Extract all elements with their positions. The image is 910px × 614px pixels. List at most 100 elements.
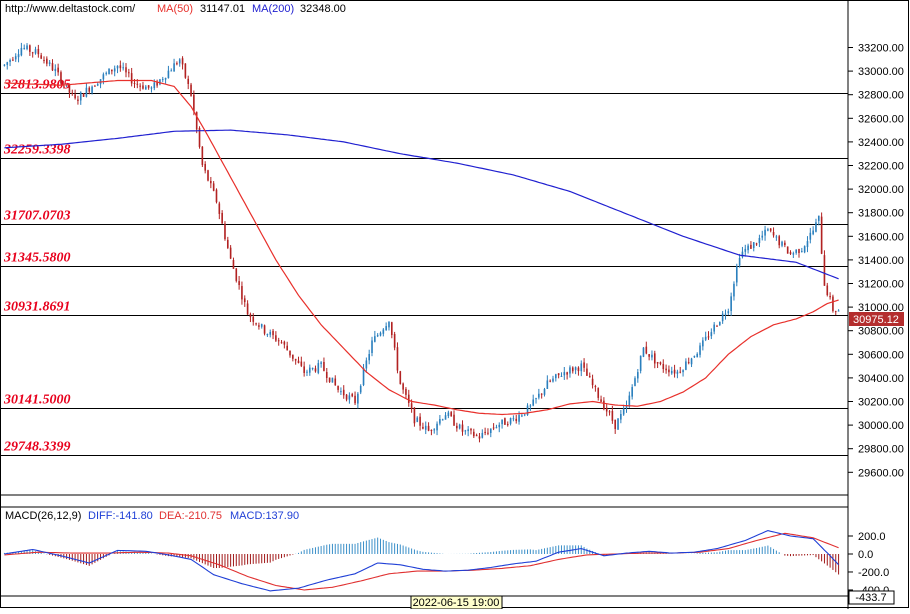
macd-diff-line [4,530,840,592]
candle [498,422,501,433]
candle [144,84,147,90]
candle [659,361,662,366]
candle [122,62,124,71]
candle [385,322,387,331]
candle [283,340,286,349]
candle [447,410,450,419]
candle [724,309,727,320]
candle [37,44,40,58]
price-tick-label: 31200.00 [858,279,904,291]
candle [43,56,45,64]
candle [538,388,540,400]
candle [368,349,371,365]
candle [781,240,783,248]
ma200-line [4,129,839,280]
candle [555,373,557,382]
candle [631,384,633,400]
candle [150,86,153,93]
candle [439,415,441,426]
candle [735,263,738,287]
candle [707,331,710,340]
candle [436,421,438,436]
candle [74,89,76,100]
candle [48,60,51,67]
candle [340,387,342,395]
price-tick-label: 31800.00 [858,208,904,220]
candle [546,375,549,389]
candle [246,300,249,315]
candle [721,310,724,324]
candle [382,328,385,337]
candle [645,341,648,355]
candle [255,322,257,326]
candle [374,330,376,343]
candle [252,313,255,326]
candle [792,251,795,258]
candle [569,365,571,378]
candle [456,422,458,432]
candle [492,423,495,431]
candle [379,331,382,337]
candle [390,321,393,339]
candle [328,377,331,383]
candle [583,358,585,372]
candle [758,234,761,248]
candle [331,377,334,383]
candle [139,83,141,92]
candle [458,423,461,430]
candle [577,366,580,376]
candle [269,329,272,338]
candle [413,407,416,427]
candle [314,365,317,373]
candle [286,341,288,351]
candle [642,347,645,358]
price-tick-label: 31000.00 [858,302,904,314]
candle [221,210,223,224]
candle [243,295,246,307]
candle [521,413,523,418]
candle [323,357,325,372]
candle [600,395,602,402]
price-tick-label: 30000.00 [858,420,904,432]
candle [351,392,354,398]
candle [699,342,701,358]
candle [212,181,215,192]
candle [164,77,167,84]
candle [388,321,390,331]
candle [345,393,348,402]
candle [566,371,568,380]
candle [509,417,512,426]
candle [201,146,204,168]
candle [365,357,368,373]
candle [187,75,190,90]
macd-tick-label: 0.0 [858,549,873,561]
candle [829,292,831,300]
candle [444,412,447,420]
candle [552,375,554,383]
ma200-label: MA(200) [252,3,294,15]
candle [433,428,436,434]
candle [563,367,566,380]
candle [475,433,478,437]
level-label: 32813.9805 [3,78,71,93]
candle [159,78,161,86]
price-tick-label: 32600.00 [858,113,904,125]
candle [450,410,453,417]
candle [795,249,797,255]
candle [108,68,110,75]
candle [119,60,122,72]
candle [767,227,769,232]
candle [263,324,266,336]
candle [275,331,277,342]
candle [190,82,192,97]
candle [501,419,503,429]
candle [798,248,800,258]
candle [594,384,597,392]
candle [427,422,430,432]
price-tick-label: 30600.00 [858,349,904,361]
candle [634,376,636,387]
candle [176,61,178,66]
candle [94,84,96,87]
level-label: 30931.8691 [3,300,71,315]
price-tick-label: 30200.00 [858,397,904,409]
